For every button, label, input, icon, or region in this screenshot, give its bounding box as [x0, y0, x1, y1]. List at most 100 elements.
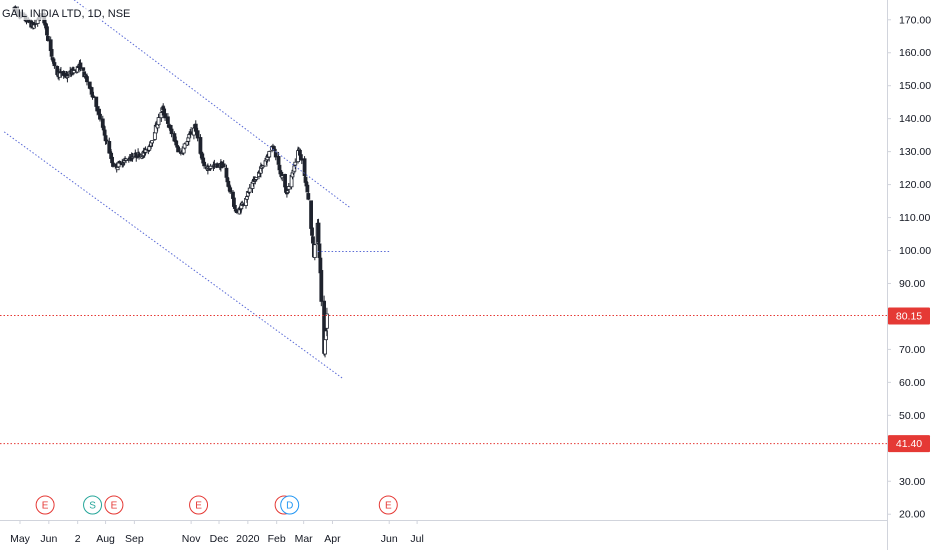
candle-body-down [52, 62, 57, 67]
price-badge-bg [888, 307, 930, 325]
candle-body-up [285, 190, 290, 194]
y-tick-label: 170.00 [899, 14, 931, 26]
candle-body-up [253, 179, 258, 182]
candle-body-down [32, 23, 37, 25]
candle-body-down [163, 113, 167, 119]
candle [72, 66, 76, 75]
candle [176, 145, 181, 153]
candle-body-down [302, 158, 307, 177]
event-letter: E [111, 501, 118, 512]
y-tick-label: 150.00 [899, 80, 931, 92]
x-tick-label: 2 [75, 533, 81, 545]
candle-body-down [309, 200, 313, 229]
candle [324, 328, 328, 341]
x-tick-label: Feb [268, 533, 286, 545]
candle-body-down [195, 130, 200, 139]
candle [208, 163, 213, 172]
candle-body-up [130, 156, 135, 159]
event-circle [104, 495, 124, 515]
candle [182, 142, 187, 150]
candle-body-down [117, 160, 122, 164]
candle-body-up [247, 187, 252, 193]
candle-body-up [245, 196, 249, 200]
candle-body-down [97, 108, 101, 115]
x-tick-label: 2020 [236, 533, 260, 545]
x-tick-label: Dec [210, 533, 229, 545]
candle [78, 59, 83, 72]
candle [316, 218, 321, 246]
event-letter: D [286, 501, 293, 512]
drawings [0, 0, 887, 445]
candle [85, 73, 89, 86]
y-tick-label: 20.00 [899, 509, 925, 521]
candle-body-down [165, 116, 170, 124]
symbol-title: GAIL INDIA LTD, 1D, NSE [2, 8, 131, 20]
candle [81, 67, 86, 72]
candle-body-down [202, 161, 207, 167]
x-tick-label: Sep [125, 533, 144, 545]
candle-body-up [147, 146, 152, 151]
candle-body-down [89, 87, 94, 95]
candle-body-up [182, 143, 187, 149]
price-axis[interactable]: 20.0030.0040.0050.0060.0070.0080.0090.00… [887, 0, 931, 550]
candle-body-down [306, 193, 311, 200]
candle-body-down [94, 96, 99, 107]
candle-body-up [324, 313, 329, 329]
y-tick-label: 60.00 [899, 377, 925, 389]
channel-upper-line [73, 0, 351, 209]
candle-body-down [317, 243, 322, 258]
candle [286, 183, 291, 194]
candle [247, 184, 252, 195]
candle-body-down [221, 163, 226, 168]
candle [104, 135, 109, 145]
candle [292, 165, 297, 172]
candle [156, 113, 161, 127]
x-tick-label: Apr [324, 533, 341, 545]
y-tick-label: 90.00 [899, 278, 925, 290]
y-tick-label: 110.00 [899, 212, 930, 224]
candle-body-down [169, 128, 174, 135]
candle [224, 164, 229, 178]
candle-body-down [276, 156, 281, 165]
candle [254, 177, 259, 181]
candle-body-down [311, 236, 315, 244]
candle-body-down [49, 48, 54, 57]
event-letter: E [195, 501, 202, 512]
candle [65, 71, 70, 83]
candle-body-down [215, 163, 220, 168]
event-letter: S [89, 501, 96, 512]
y-tick-label: 160.00 [899, 47, 931, 59]
candle [98, 111, 102, 122]
candle [163, 109, 167, 121]
event-marker-earnings: E [378, 495, 398, 515]
candle [45, 26, 49, 37]
candle [306, 188, 311, 201]
candle [52, 59, 57, 69]
candle-body-up [122, 160, 127, 163]
event-circle [35, 495, 55, 515]
candle-body-up [72, 70, 76, 74]
event-letter: E [42, 501, 49, 512]
candle-body-up [208, 165, 213, 169]
candle [228, 184, 233, 195]
candle [319, 267, 324, 307]
candle-body-down [227, 185, 232, 188]
price-badge-label: 80.15 [896, 310, 922, 322]
candle-body-down [176, 146, 181, 153]
candle-body-down [98, 113, 102, 120]
candle-body-down [174, 140, 179, 146]
candle-body-down [283, 174, 287, 188]
candle-body-down [305, 184, 310, 193]
candle [94, 96, 99, 107]
candle [302, 156, 307, 179]
candle-body-up [293, 161, 298, 166]
candle-body-down [232, 204, 237, 209]
event-marker-earnings: E [35, 495, 55, 515]
candle [267, 150, 272, 162]
time-axis[interactable]: May Jun 2 Aug Sep Nov Dec 2020 Feb Mar Apr Jun Jul [0, 520, 887, 545]
candle-body-down [81, 67, 86, 71]
candle-body-down [228, 187, 233, 193]
candle [169, 126, 174, 138]
candle [215, 162, 220, 168]
